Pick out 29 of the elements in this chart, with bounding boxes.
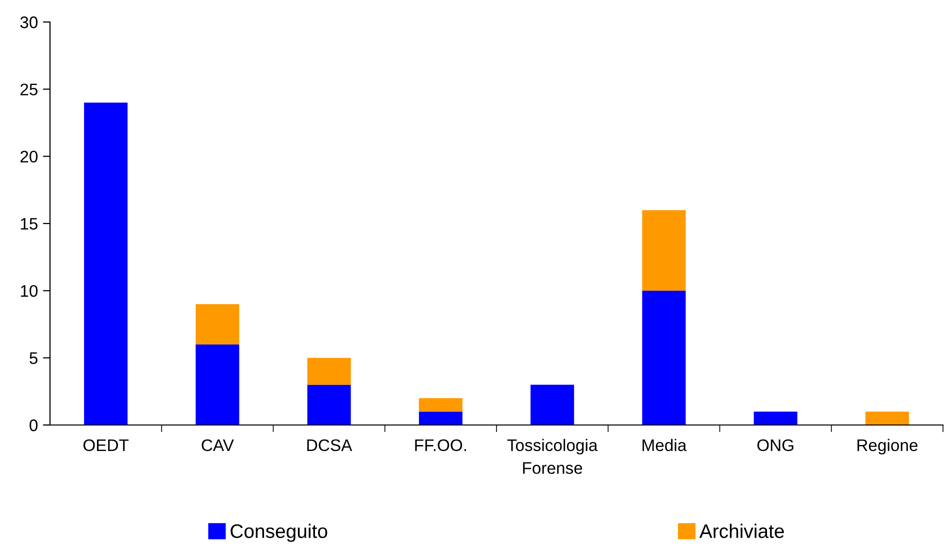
bar [865, 412, 909, 425]
y-tick-label: 5 [30, 352, 38, 364]
y-tick-label: 10 [20, 285, 38, 297]
x-tick-label: OEDT [83, 439, 129, 452]
x-tick-label: CAV [202, 439, 234, 452]
bar [754, 412, 798, 425]
x-tick-label: Media [642, 438, 687, 452]
bar [642, 290, 686, 425]
bar [642, 210, 686, 291]
legend-label: Archiviate [699, 524, 784, 538]
y-tick-label: 30 [20, 16, 38, 28]
bar [307, 358, 351, 385]
y-tick-label: 15 [20, 218, 38, 230]
x-tick-label: ONG [757, 439, 794, 452]
x-tick-label: Tossicologia Forense [507, 438, 598, 474]
legend-label: Conseguito [230, 524, 328, 542]
bar [196, 344, 240, 425]
x-tick-label: FF.OO. [415, 439, 466, 452]
x-tick-label: DCSA [307, 439, 352, 452]
y-tick-label: 20 [20, 150, 38, 163]
bar [307, 384, 351, 425]
bar [418, 412, 462, 425]
bar [196, 304, 240, 344]
y-tick-label: 0 [30, 419, 38, 432]
bar [84, 102, 128, 425]
bar [418, 398, 462, 412]
x-tick-label: Regione [858, 438, 918, 454]
bar [530, 384, 574, 425]
y-tick-label: 25 [20, 84, 38, 96]
